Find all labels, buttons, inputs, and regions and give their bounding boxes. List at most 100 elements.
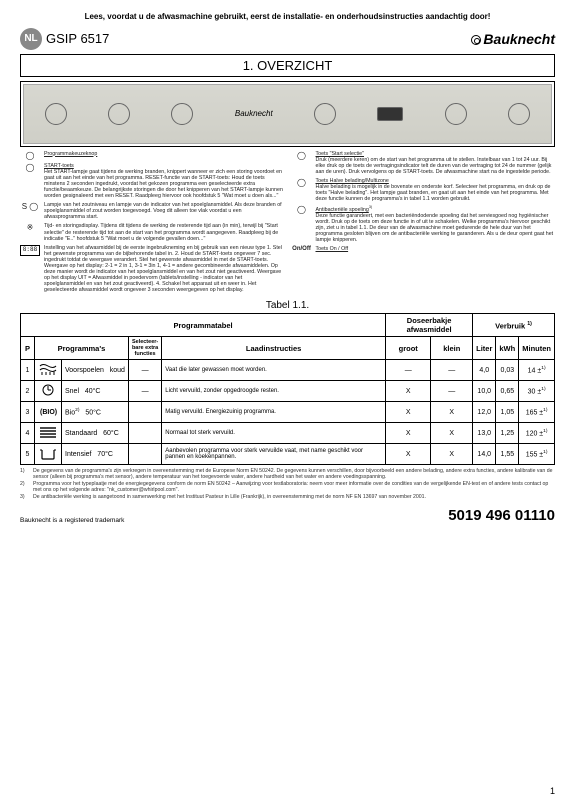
header-row: NL GSIP 6517 Bauknecht	[20, 28, 555, 50]
dial-icon	[108, 103, 130, 125]
item-body: Het START-lampje gaat tijdens de werking…	[44, 169, 283, 199]
liter-cell: 4,0	[473, 360, 496, 381]
item-body: Halve belading is mogelijk in de bovenst…	[316, 184, 551, 202]
instructions-cell: Vaat die later gewassen moet worden.	[162, 360, 386, 381]
program-icon	[35, 423, 62, 444]
program-icon	[35, 444, 62, 465]
head-select: Selecteer- bare extra functies	[128, 337, 161, 360]
footnote: 3)De antibacteriële werking is aangetoon…	[20, 495, 555, 501]
head-programmatabel: Programmatabel	[21, 314, 386, 337]
big-cell: X	[386, 444, 431, 465]
head-load: Laadinstructies	[162, 337, 386, 360]
table-body: 1Voorspoelen koud—Vaat die later gewasse…	[21, 360, 555, 465]
model-label: NL GSIP 6517	[20, 28, 109, 50]
footnote-num: 1)	[20, 469, 30, 481]
head-p: P	[21, 337, 35, 360]
program-name: Bio2) 50°C	[62, 402, 129, 423]
head-consumption: Verbruik 1)	[473, 314, 555, 337]
min-cell: 165 ±1)	[519, 402, 555, 423]
item-body: Tijd- en storingsdisplay. Tijdens dit ti…	[44, 223, 284, 241]
item-label: Toets On / Off	[316, 246, 349, 252]
big-cell: X	[386, 381, 431, 402]
control-panel-illustration: Bauknecht	[23, 84, 552, 144]
svg-text:(BIO): (BIO)	[40, 409, 57, 416]
top-instruction: Lees, voordat u de afwasmachine gebruikt…	[20, 12, 555, 22]
program-icon	[35, 360, 62, 381]
brand-logo: Bauknecht	[471, 31, 555, 47]
kwh-cell: 1,25	[496, 423, 519, 444]
small-cell: —	[431, 360, 473, 381]
liter-cell: 12,0	[473, 402, 496, 423]
item-time-display: ※ Tijd- en storingsdisplay. Tijdens dit …	[20, 223, 284, 241]
small-cell: X	[431, 402, 473, 423]
digit-icon: 8:88	[20, 245, 40, 256]
button-icon: ◯	[20, 163, 40, 172]
small-cell: X	[431, 444, 473, 465]
onoff-icon: On/Off	[292, 246, 312, 253]
head-detergent: Doseerbakje afwasmiddel	[386, 314, 473, 337]
item-body: Deze functie garandeert, met een bacteri…	[316, 213, 554, 243]
dial-icon	[508, 103, 530, 125]
instructions-cell: Licht vervuild, zonder opgedroogde reste…	[162, 381, 386, 402]
instructions-cell: Matig vervuild. Energiezuinig programma.	[162, 402, 386, 423]
registered-text: Bauknecht is a registered trademark	[20, 517, 124, 524]
small-cell: —	[431, 381, 473, 402]
digit-display-icon	[377, 107, 403, 121]
item-body: Instelling van het afwasmiddel bij de ee…	[44, 245, 284, 294]
select-cell	[128, 402, 161, 423]
footnote-num: 3)	[20, 495, 30, 501]
instructions-cell: Aanbevolen programma voor sterk vervuild…	[162, 444, 386, 465]
head-liter: Liter	[473, 337, 496, 360]
min-cell: 30 ±1)	[519, 381, 555, 402]
head-kwh: kWh	[496, 337, 519, 360]
liter-cell: 14,0	[473, 444, 496, 465]
select-cell	[128, 444, 161, 465]
brand-icon	[471, 35, 481, 45]
select-cell: —	[128, 360, 161, 381]
footnote: 2)Programma voor het typeplaatje met de …	[20, 482, 555, 494]
dial-icon: ◯	[20, 151, 40, 160]
sun-icon: ※	[20, 223, 40, 232]
table-head: Programmatabel Doseerbakje afwasmiddel V…	[21, 314, 555, 360]
head-minutes: Minuten	[519, 337, 555, 360]
head-programs: Programma's	[35, 337, 129, 360]
button-icon: ◯	[292, 178, 312, 187]
panel-image-wrap: Bauknecht	[20, 81, 555, 147]
item-programmakeuzeknop: ◯ Programmakeuzeknop	[20, 151, 284, 160]
table-row: 4Standaard 60°C Normaal tot sterk vervui…	[21, 423, 555, 444]
program-name: Snel 40°C	[62, 381, 129, 402]
item-label: Programmakeuzeknop	[44, 151, 97, 157]
min-cell: 155 ±1)	[519, 444, 555, 465]
dial-icon	[171, 103, 193, 125]
big-cell: —	[386, 360, 431, 381]
table-row: 2Snel 40°C—Licht vervuild, zonder opgedr…	[21, 381, 555, 402]
small-cell: X	[431, 423, 473, 444]
footnote-text: De gegevens van de programma's zijn verk…	[33, 469, 555, 481]
brand-text: Bauknecht	[483, 31, 555, 47]
row-num: 3	[21, 402, 35, 423]
program-icon: (BIO)	[35, 402, 62, 423]
footnote: 1)De gegevens van de programma's zijn ve…	[20, 469, 555, 481]
row-num: 1	[21, 360, 35, 381]
dial-icon	[45, 103, 67, 125]
liter-cell: 13,0	[473, 423, 496, 444]
table-caption: Tabel 1.1.	[20, 300, 555, 311]
panel-brand: Bauknecht	[235, 109, 273, 118]
item-salt-rinse: S ◯ Lampje van het zoutniveau en lampje …	[20, 202, 284, 220]
head-small: klein	[431, 337, 473, 360]
item-halve-belading: ◯ Toets Halve belading/MultizoneHalve be…	[292, 178, 556, 202]
kwh-cell: 0,03	[496, 360, 519, 381]
table-row: 5Intensief 70°C Aanbevolen programma voo…	[21, 444, 555, 465]
footnote-num: 2)	[20, 482, 30, 494]
item-start-toets: ◯ START-toetsHet START-lampje gaat tijde…	[20, 163, 284, 199]
item-start-selectie: ◯ Toets "Start selectie"Druk (meerdere k…	[292, 151, 556, 175]
right-column: ◯ Toets "Start selectie"Druk (meerdere k…	[292, 151, 556, 297]
button-icon: ◯	[292, 151, 312, 160]
head-big: groot	[386, 337, 431, 360]
table-row: 1Voorspoelen koud—Vaat die later gewasse…	[21, 360, 555, 381]
salt-rinse-icon: S ◯	[20, 202, 40, 211]
footer-row: Bauknecht is a registered trademark 5019…	[20, 507, 555, 524]
model-text: GSIP 6517	[46, 31, 109, 46]
footnotes: 1)De gegevens van de programma's zijn ve…	[20, 469, 555, 501]
min-cell: 14 ±1)	[519, 360, 555, 381]
